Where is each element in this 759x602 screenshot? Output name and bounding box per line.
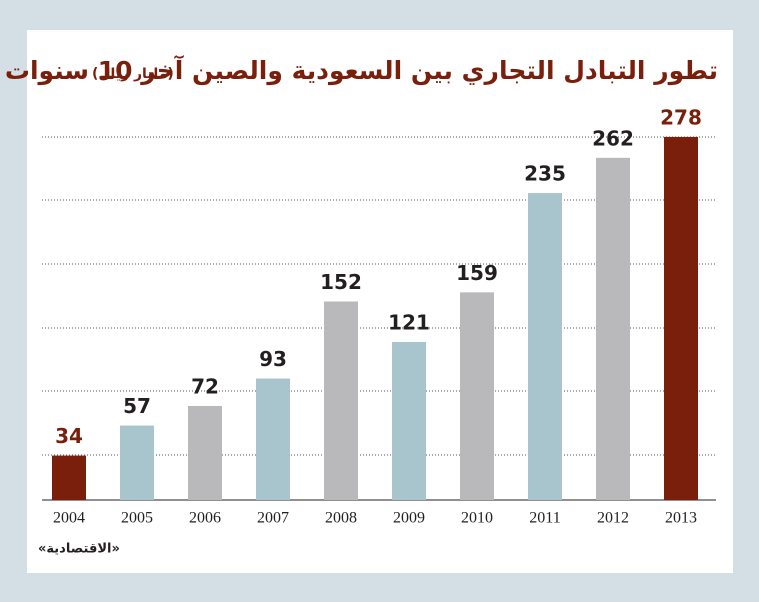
x-tick-label: 2012	[597, 510, 629, 527]
value-label: 34	[55, 424, 83, 448]
x-tick-label: 2011	[529, 510, 560, 527]
x-tick-label: 2007	[257, 510, 289, 527]
chart-title: تطور التبادل التجاري بين السعودية والصين…	[5, 55, 718, 86]
bar	[120, 425, 154, 500]
x-tick-label: 2005	[121, 510, 153, 527]
chart-subtitle: (مليار ريال)	[92, 66, 174, 82]
x-tick-label: 2009	[393, 510, 425, 527]
x-tick-label: 2008	[325, 510, 357, 527]
value-label: 93	[259, 347, 287, 371]
value-label: 72	[191, 374, 219, 398]
bar	[664, 136, 698, 500]
x-tick-label: 2010	[461, 510, 493, 527]
source: «الاقتصادية»	[38, 542, 120, 557]
value-label: 57	[123, 394, 151, 418]
bar	[324, 301, 358, 500]
x-tick-label: 2013	[665, 510, 697, 527]
bar	[188, 405, 222, 500]
value-label: 235	[524, 162, 566, 186]
value-label: 262	[592, 126, 634, 150]
bar	[392, 341, 426, 500]
bar	[52, 455, 86, 500]
value-label: 159	[456, 261, 498, 285]
bar	[460, 292, 494, 500]
bar	[256, 378, 290, 500]
value-label: 278	[660, 105, 702, 129]
x-tick-label: 2004	[53, 510, 85, 527]
bar	[596, 157, 630, 500]
value-label: 121	[388, 310, 430, 334]
value-label: 152	[320, 270, 362, 294]
x-tick-label: 2006	[189, 510, 221, 527]
bar	[528, 193, 562, 500]
